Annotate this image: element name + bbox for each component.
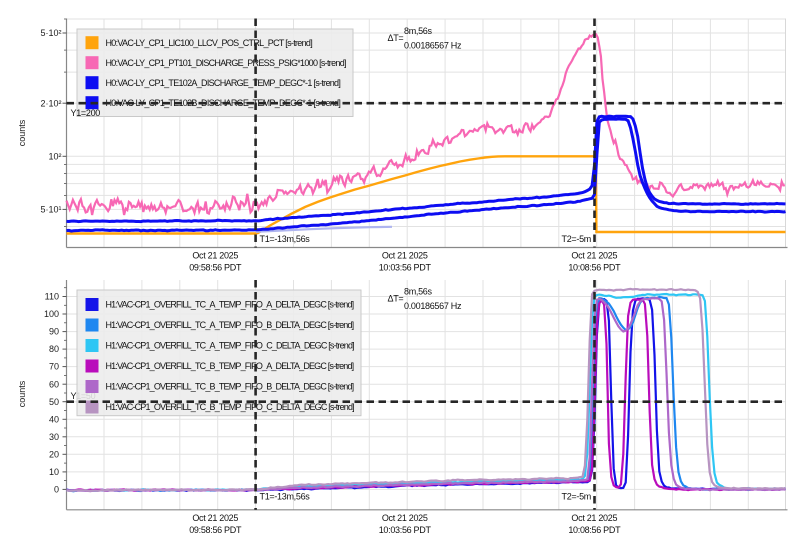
- svg-text:Oct 21 2025: Oct 21 2025: [382, 513, 428, 523]
- svg-text:T2=-5m: T2=-5m: [562, 492, 591, 502]
- svg-text:T1=-13m,56s: T1=-13m,56s: [260, 492, 311, 502]
- svg-text:Oct 21 2025: Oct 21 2025: [192, 513, 238, 523]
- svg-text:H0:VAC-LY_CP1_TE102A_DISCHARGE: H0:VAC-LY_CP1_TE102A_DISCHARGE_TEMP_DEGC…: [106, 78, 341, 88]
- svg-text:10²: 10²: [48, 151, 61, 161]
- svg-text:H1:VAC-CP1_OVERFILL_TC_A_TEMP_: H1:VAC-CP1_OVERFILL_TC_A_TEMP_FIFO_C_DEL…: [106, 341, 355, 351]
- svg-text:ΔT=: ΔT=: [388, 33, 404, 43]
- svg-text:30: 30: [49, 432, 59, 442]
- svg-text:80: 80: [49, 344, 59, 354]
- svg-text:Y1=200: Y1=200: [71, 108, 101, 118]
- svg-text:5·10²: 5·10²: [40, 28, 61, 38]
- svg-text:2·10²: 2·10²: [40, 98, 61, 108]
- svg-text:70: 70: [49, 362, 59, 372]
- svg-text:10:08:56 PDT: 10:08:56 PDT: [568, 525, 621, 535]
- svg-text:110: 110: [45, 292, 59, 302]
- svg-text:10:03:56 PDT: 10:03:56 PDT: [379, 263, 432, 273]
- svg-text:40: 40: [49, 414, 59, 424]
- svg-text:09:58:56 PDT: 09:58:56 PDT: [189, 263, 242, 273]
- svg-text:Oct 21 2025: Oct 21 2025: [571, 251, 617, 261]
- svg-text:H0:VAC-LY_CP1_LIC100_LLCV_POS_: H0:VAC-LY_CP1_LIC100_LLCV_POS_CTRL_PCT […: [106, 38, 313, 48]
- svg-text:H1:VAC-CP1_OVERFILL_TC_B_TEMP_: H1:VAC-CP1_OVERFILL_TC_B_TEMP_FIFO_A_DEL…: [106, 361, 354, 371]
- svg-text:09:58:56 PDT: 09:58:56 PDT: [189, 525, 242, 535]
- svg-text:H0:VAC-LY_CP1_PT101_DISCHARGE_: H0:VAC-LY_CP1_PT101_DISCHARGE_PRESS_PSIG…: [106, 58, 346, 68]
- svg-text:90: 90: [49, 327, 59, 337]
- svg-text:0.00186567 Hz: 0.00186567 Hz: [404, 301, 462, 311]
- svg-text:T1=-13m,56s: T1=-13m,56s: [260, 234, 311, 244]
- svg-text:H1:VAC-CP1_OVERFILL_TC_B_TEMP_: H1:VAC-CP1_OVERFILL_TC_B_TEMP_FIFO_B_DEL…: [106, 382, 354, 392]
- svg-text:10:03:56 PDT: 10:03:56 PDT: [379, 525, 432, 535]
- svg-text:8m,56s: 8m,56s: [404, 26, 433, 36]
- svg-text:counts: counts: [17, 380, 27, 407]
- svg-text:H1:VAC-CP1_OVERFILL_TC_B_TEMP_: H1:VAC-CP1_OVERFILL_TC_B_TEMP_FIFO_C_DEL…: [106, 402, 355, 412]
- svg-text:counts: counts: [17, 119, 27, 146]
- svg-text:0.00186567 Hz: 0.00186567 Hz: [404, 40, 462, 50]
- svg-text:10: 10: [49, 467, 59, 477]
- svg-text:ΔT=: ΔT=: [388, 294, 404, 304]
- svg-text:T2=-5m: T2=-5m: [562, 234, 591, 244]
- svg-text:Oct 21 2025: Oct 21 2025: [382, 251, 428, 261]
- svg-text:Oct 21 2025: Oct 21 2025: [192, 251, 238, 261]
- svg-text:10:08:56 PDT: 10:08:56 PDT: [568, 263, 621, 273]
- svg-text:Oct 21 2025: Oct 21 2025: [571, 513, 617, 523]
- svg-text:50: 50: [49, 397, 59, 407]
- svg-text:20: 20: [49, 449, 59, 459]
- svg-text:8m,56s: 8m,56s: [404, 286, 433, 296]
- svg-text:5·10¹: 5·10¹: [40, 205, 61, 215]
- svg-text:H1:VAC-CP1_OVERFILL_TC_A_TEMP_: H1:VAC-CP1_OVERFILL_TC_A_TEMP_FIFO_B_DEL…: [106, 320, 354, 330]
- svg-text:60: 60: [49, 379, 59, 389]
- svg-text:0: 0: [54, 485, 59, 495]
- svg-text:H1:VAC-CP1_OVERFILL_TC_A_TEMP_: H1:VAC-CP1_OVERFILL_TC_A_TEMP_FIFO_A_DEL…: [106, 300, 354, 310]
- svg-text:100: 100: [44, 309, 59, 319]
